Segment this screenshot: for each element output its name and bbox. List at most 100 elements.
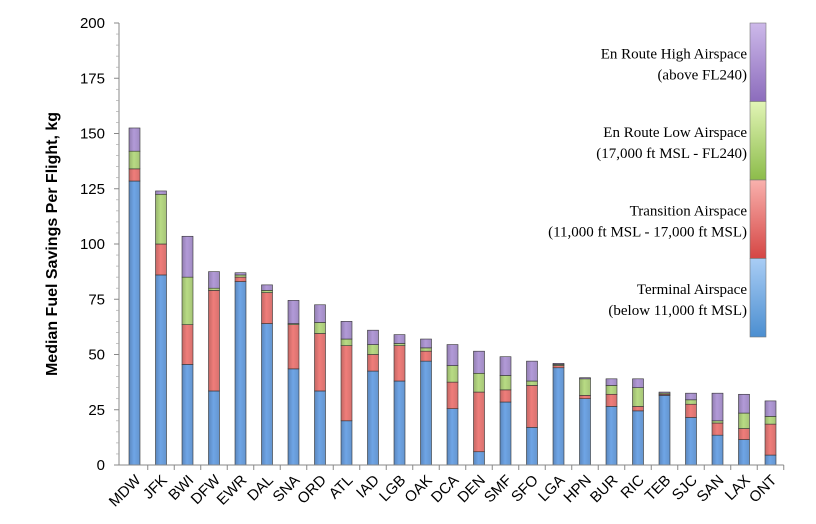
y-tick-label: 100 xyxy=(80,236,105,253)
x-tick-label-lga: LGA xyxy=(535,472,568,505)
legend-label-en-route-low-airspace-1: En Route Low Airspace xyxy=(603,125,747,141)
bar-ont-terminal-airspace xyxy=(764,454,777,466)
bar-jfk-transition-airspace xyxy=(155,243,167,276)
bar-bur-en-route-high-airspace xyxy=(605,378,618,386)
bar-dal-terminal-airspace xyxy=(261,323,273,466)
y-tick-label: 150 xyxy=(80,126,105,143)
bar-hpn-transition-airspace xyxy=(579,395,591,399)
legend-swatch-en-route-high-airspace xyxy=(749,22,767,102)
bar-lga-en-route-high-airspace xyxy=(552,363,565,365)
x-tick-label-oak: OAK xyxy=(401,472,435,506)
x-tick-label-dal: DAL xyxy=(244,472,277,505)
bar-lgb-en-route-high-airspace xyxy=(393,334,406,344)
y-tick-label: 50 xyxy=(88,347,105,364)
x-tick-label-san: SAN xyxy=(693,472,727,506)
bar-san-terminal-airspace xyxy=(711,434,724,466)
bar-smf-terminal-airspace xyxy=(499,401,512,466)
bar-mdw-en-route-low-airspace xyxy=(128,150,141,170)
bar-bur-transition-airspace xyxy=(605,393,618,407)
bar-den-transition-airspace xyxy=(473,391,485,453)
bar-dfw-en-route-high-airspace xyxy=(208,271,220,289)
bar-oak-en-route-low-airspace xyxy=(420,347,432,352)
y-tick-label: 0 xyxy=(97,457,105,474)
bar-sfo-en-route-high-airspace xyxy=(526,360,538,382)
bar-ont-transition-airspace xyxy=(764,423,777,456)
bar-dfw-en-route-low-airspace xyxy=(208,287,220,291)
bar-atl-transition-airspace xyxy=(340,345,353,422)
bar-iad-terminal-airspace xyxy=(367,370,379,466)
y-tick-label: 75 xyxy=(88,291,105,308)
bar-teb-en-route-high-airspace xyxy=(658,391,671,394)
x-tick-label-ric: RIC xyxy=(618,472,648,502)
bar-dfw-terminal-airspace xyxy=(208,390,220,466)
bar-bwi-transition-airspace xyxy=(181,324,194,365)
bar-sna-transition-airspace xyxy=(287,324,300,370)
bar-sjc-en-route-high-airspace xyxy=(685,392,697,401)
bar-bur-en-route-low-airspace xyxy=(605,385,618,395)
legend-label-transition-airspace-1: Transition Airspace xyxy=(630,203,748,219)
bar-den-en-route-high-airspace xyxy=(473,350,485,374)
bar-hpn-en-route-low-airspace xyxy=(579,378,591,396)
legend-label-transition-airspace-2: (11,000 ft MSL - 17,000 ft MSL) xyxy=(548,224,747,240)
x-tick-label-den: DEN xyxy=(454,472,488,506)
bar-dca-en-route-high-airspace xyxy=(446,344,459,366)
bar-san-en-route-low-airspace xyxy=(711,420,724,424)
bar-bur-terminal-airspace xyxy=(605,406,618,466)
bar-dca-terminal-airspace xyxy=(446,408,459,466)
bar-san-en-route-high-airspace xyxy=(711,392,724,422)
x-tick-label-jfk: JFK xyxy=(140,472,171,503)
bar-smf-en-route-low-airspace xyxy=(499,375,512,391)
bar-sjc-en-route-low-airspace xyxy=(685,399,697,405)
bar-ric-terminal-airspace xyxy=(632,410,644,466)
bar-jfk-terminal-airspace xyxy=(155,274,167,466)
x-tick-label-dca: DCA xyxy=(428,472,462,506)
bar-sfo-transition-airspace xyxy=(526,385,538,428)
bar-iad-en-route-high-airspace xyxy=(367,329,379,345)
bar-dca-transition-airspace xyxy=(446,381,459,409)
bar-ont-en-route-low-airspace xyxy=(764,416,777,425)
x-tick-label-ord: ORD xyxy=(294,472,330,508)
bar-mdw-en-route-high-airspace xyxy=(128,127,141,152)
bar-iad-transition-airspace xyxy=(367,354,379,372)
bar-sfo-en-route-low-airspace xyxy=(526,380,538,386)
bar-den-en-route-low-airspace xyxy=(473,372,485,393)
legend-label-terminal-airspace-1: Terminal Airspace xyxy=(637,282,747,298)
legend-label-en-route-high-airspace-1: En Route High Airspace xyxy=(601,46,748,62)
bar-bwi-en-route-high-airspace xyxy=(181,235,194,278)
bar-dal-en-route-high-airspace xyxy=(261,284,273,291)
bar-oak-terminal-airspace xyxy=(420,360,432,466)
bar-sjc-transition-airspace xyxy=(685,403,697,418)
y-tick-label: 175 xyxy=(80,70,105,87)
bar-atl-en-route-low-airspace xyxy=(340,338,353,346)
bar-lgb-en-route-low-airspace xyxy=(393,343,406,346)
bar-dal-transition-airspace xyxy=(261,292,273,324)
y-tick-label: 25 xyxy=(88,402,105,419)
legend-label-en-route-low-airspace-2: (17,000 ft MSL - FL240) xyxy=(596,146,747,162)
bars-group xyxy=(128,127,777,466)
bar-bwi-terminal-airspace xyxy=(181,364,194,466)
legend-label-terminal-airspace-2: (below 11,000 ft MSL) xyxy=(608,303,747,319)
bar-sna-en-route-high-airspace xyxy=(287,300,300,324)
bar-ewr-transition-airspace xyxy=(234,276,247,282)
y-tick-label: 200 xyxy=(80,15,105,32)
bar-jfk-en-route-low-airspace xyxy=(155,193,167,245)
bar-sna-terminal-airspace xyxy=(287,368,300,466)
x-tick-label-lgb: LGB xyxy=(376,472,409,505)
y-axis-label: Median Fuel Savings Per Flight, kg xyxy=(44,112,61,376)
bar-sjc-terminal-airspace xyxy=(685,417,697,466)
bar-hpn-en-route-high-airspace xyxy=(579,377,591,380)
bar-lga-terminal-airspace xyxy=(552,367,565,466)
bar-lga-transition-airspace xyxy=(552,365,565,369)
bar-hpn-terminal-airspace xyxy=(579,398,591,466)
bar-ewr-terminal-airspace xyxy=(234,281,247,466)
bar-dfw-transition-airspace xyxy=(208,290,220,392)
bar-ord-terminal-airspace xyxy=(314,390,326,466)
bar-iad-en-route-low-airspace xyxy=(367,344,379,355)
bar-ric-transition-airspace xyxy=(632,406,644,412)
bar-dal-en-route-low-airspace xyxy=(261,290,273,293)
bar-san-transition-airspace xyxy=(711,422,724,436)
bar-bwi-en-route-low-airspace xyxy=(181,276,194,325)
bar-ord-en-route-high-airspace xyxy=(314,304,326,323)
bar-lax-terminal-airspace xyxy=(738,439,750,466)
